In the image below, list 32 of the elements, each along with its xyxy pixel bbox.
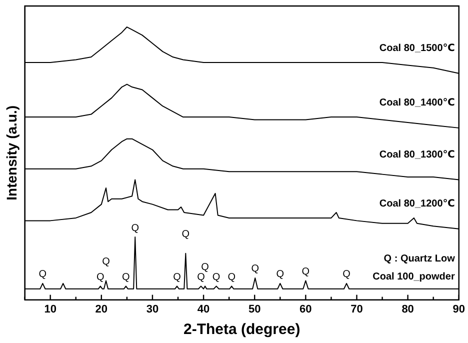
annotation: Q [342,269,351,280]
annotation: Q [131,222,140,234]
x-tick-label: 50 [248,303,261,316]
annotation: Q [96,272,104,283]
annotation: Q [228,272,236,283]
series-label: Coal 80_1500℃ [379,43,455,54]
annotation: Q [182,229,190,240]
x-tick-label: 60 [300,303,312,316]
annotation: Q [38,269,47,280]
annotation: Q [212,272,220,283]
x-tick-label: 20 [95,303,108,316]
x-tick-label: 70 [350,303,363,316]
x-axis-title: 2-Theta (degree) [183,321,300,338]
x-tick-label: 80 [402,303,414,316]
x-tick-label: 90 [452,303,466,316]
series-label: Coal 80_1400℃ [379,98,455,109]
series-label: Coal 80_1300℃ [379,150,455,161]
y-axis-title: Intensity (a.u.) [3,105,20,200]
annotation: Q [276,269,284,280]
annotation: Q : Quartz Low [384,254,456,265]
annotation: Q [102,256,110,268]
annotation: Q [201,262,210,273]
annotation: Q [173,272,182,283]
series-label: Coal 100_powder [372,272,455,283]
series-label: Coal 80_1200℃ [379,198,455,210]
annotation: Q [302,266,310,278]
x-tick-label: 10 [44,303,56,316]
x-tick-label: 30 [146,303,159,316]
annotation: Q [122,272,130,283]
x-tick-label: 40 [197,303,210,316]
annotation: Q [251,264,260,275]
annotation: Q [197,272,206,283]
